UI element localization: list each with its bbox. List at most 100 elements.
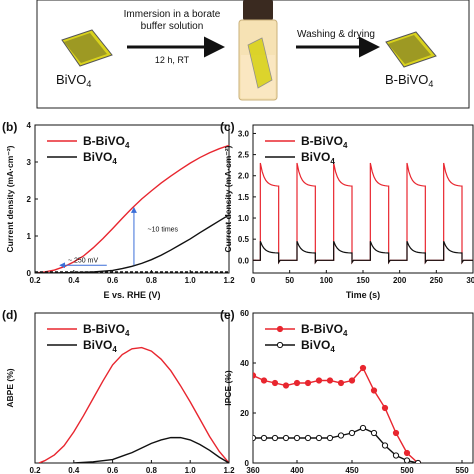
x-tick-label: 0.4 bbox=[68, 276, 80, 285]
data-point bbox=[414, 459, 422, 463]
data-point bbox=[348, 377, 356, 384]
data-point bbox=[381, 442, 389, 449]
x-tick-label: 1.2 bbox=[223, 466, 235, 474]
y-axis-label: ABPE (%) bbox=[5, 368, 15, 407]
plot-frame bbox=[34, 124, 230, 274]
arrow1-below-text: 12 h, RT bbox=[155, 55, 190, 65]
legend-label: B-BiVO4 bbox=[83, 322, 130, 338]
x-tick-label: 200 bbox=[393, 276, 407, 285]
y-axis-label: Current density (mA·cm⁻²) bbox=[223, 145, 233, 252]
series-line-BiVO4 bbox=[35, 214, 229, 273]
data-point bbox=[260, 434, 268, 442]
plot-frame bbox=[252, 312, 474, 464]
y-tick-label: 0.5 bbox=[238, 235, 250, 244]
data-point bbox=[282, 434, 290, 442]
y-tick-label: 1.0 bbox=[238, 214, 250, 223]
data-point bbox=[370, 429, 378, 437]
legend-label: BiVO4 bbox=[301, 338, 335, 354]
x-tick-label: 300 bbox=[466, 276, 474, 285]
y-tick-label: 2.0 bbox=[238, 172, 250, 181]
annotation-text: ~10 times bbox=[148, 227, 179, 234]
series-line-BiVO4 bbox=[73, 436, 229, 463]
data-point bbox=[282, 382, 290, 389]
vial-icon bbox=[238, 0, 278, 101]
data-point bbox=[370, 387, 378, 394]
data-point bbox=[359, 364, 367, 372]
y-axis-label: Current density (mA·cm⁻²) bbox=[5, 145, 15, 252]
annotation-text: ~ 250 mV bbox=[68, 258, 98, 265]
plot-frame bbox=[34, 312, 230, 464]
scheme-right-label: B-BiVO4 bbox=[385, 72, 433, 89]
y-tick-label: 1.5 bbox=[238, 193, 250, 202]
series-line-BiVO4 bbox=[253, 427, 419, 463]
plot-frame bbox=[252, 124, 474, 274]
data-point bbox=[348, 429, 356, 437]
bivo4-slide-icon bbox=[61, 29, 113, 67]
y-tick-label: 0 bbox=[245, 459, 250, 468]
x-tick-label: 0.8 bbox=[146, 276, 158, 285]
y-tick-label: 3.0 bbox=[238, 129, 250, 138]
series-line-B-BiVO4 bbox=[253, 366, 419, 463]
data-point bbox=[253, 434, 257, 442]
x-tick-label: 0.4 bbox=[68, 466, 80, 474]
scheme-panel: BiVO4 Immersion in a borate buffer solut… bbox=[36, 0, 470, 109]
data-point bbox=[403, 457, 411, 463]
data-point bbox=[403, 449, 411, 457]
data-point bbox=[304, 379, 312, 387]
y-tick-label: 4 bbox=[27, 121, 32, 130]
y-tick-label: 20 bbox=[240, 409, 249, 418]
x-tick-label: 250 bbox=[430, 276, 444, 285]
plot-area bbox=[35, 144, 229, 273]
data-point bbox=[271, 434, 279, 442]
data-point bbox=[326, 434, 334, 442]
x-tick-label: 360 bbox=[246, 466, 260, 474]
x-tick-label: 450 bbox=[345, 466, 359, 474]
data-point bbox=[260, 377, 268, 384]
legend-label: BiVO4 bbox=[301, 150, 335, 166]
x-tick-label: 400 bbox=[290, 466, 304, 474]
y-tick-label: 1 bbox=[27, 232, 32, 241]
x-tick-label: 1.0 bbox=[185, 466, 197, 474]
x-tick-label: 50 bbox=[285, 276, 294, 285]
legend-marker bbox=[276, 325, 284, 333]
plot-area bbox=[253, 162, 473, 265]
legend-label: BiVO4 bbox=[83, 150, 117, 166]
data-point bbox=[315, 434, 323, 442]
scheme-frame bbox=[36, 0, 470, 109]
x-tick-label: 1.2 bbox=[223, 276, 235, 285]
series-line-B-BiVO4 bbox=[253, 162, 473, 265]
data-point bbox=[337, 432, 345, 439]
x-tick-label: 0.2 bbox=[29, 466, 41, 474]
x-tick-label: 150 bbox=[356, 276, 370, 285]
data-point bbox=[337, 379, 345, 387]
panel-label: (c) bbox=[220, 120, 235, 134]
legend-label: B-BiVO4 bbox=[301, 322, 348, 338]
data-point bbox=[381, 404, 389, 412]
x-tick-label: 0.6 bbox=[107, 466, 119, 474]
x-axis-label: E vs. RHE (V) bbox=[103, 290, 160, 300]
y-tick-label: 2.5 bbox=[238, 151, 250, 160]
panel-label: (b) bbox=[2, 120, 17, 134]
chart-panel-b: (b) 0.2 0.4 0.6 0.8 1.0 1.2 0 1 2 3 4 E vs. RHE (V) C… bbox=[2, 120, 235, 300]
y-tick-label: 60 bbox=[240, 309, 249, 318]
scheme-left-label: BiVO4 bbox=[56, 72, 91, 89]
panel-label: (d) bbox=[2, 308, 17, 322]
plot-area bbox=[38, 346, 229, 463]
y-tick-label: 2 bbox=[27, 195, 32, 204]
arrow2-text: Washing & drying bbox=[297, 29, 375, 40]
y-tick-label: 3 bbox=[27, 158, 32, 167]
series-line-BiVO4 bbox=[253, 241, 473, 265]
x-axis-label: Time (s) bbox=[346, 290, 380, 300]
x-tick-label: 0 bbox=[251, 276, 256, 285]
arrow1-text-line1: Immersion in a borate bbox=[124, 9, 221, 20]
legend-label: B-BiVO4 bbox=[301, 134, 348, 150]
x-tick-label: 0.2 bbox=[29, 276, 41, 285]
b-bivo4-slide-icon bbox=[385, 31, 437, 68]
legend-label: B-BiVO4 bbox=[83, 134, 130, 150]
data-point bbox=[315, 377, 323, 384]
x-tick-label: 1.0 bbox=[185, 276, 197, 285]
x-tick-label: 0.8 bbox=[146, 466, 158, 474]
chart-panel-c: (c) 0 50 100 150 200 250 300 0.0 0.5 1.0 1.5 2.0 2.5 3… bbox=[220, 120, 474, 300]
data-point bbox=[253, 372, 257, 379]
